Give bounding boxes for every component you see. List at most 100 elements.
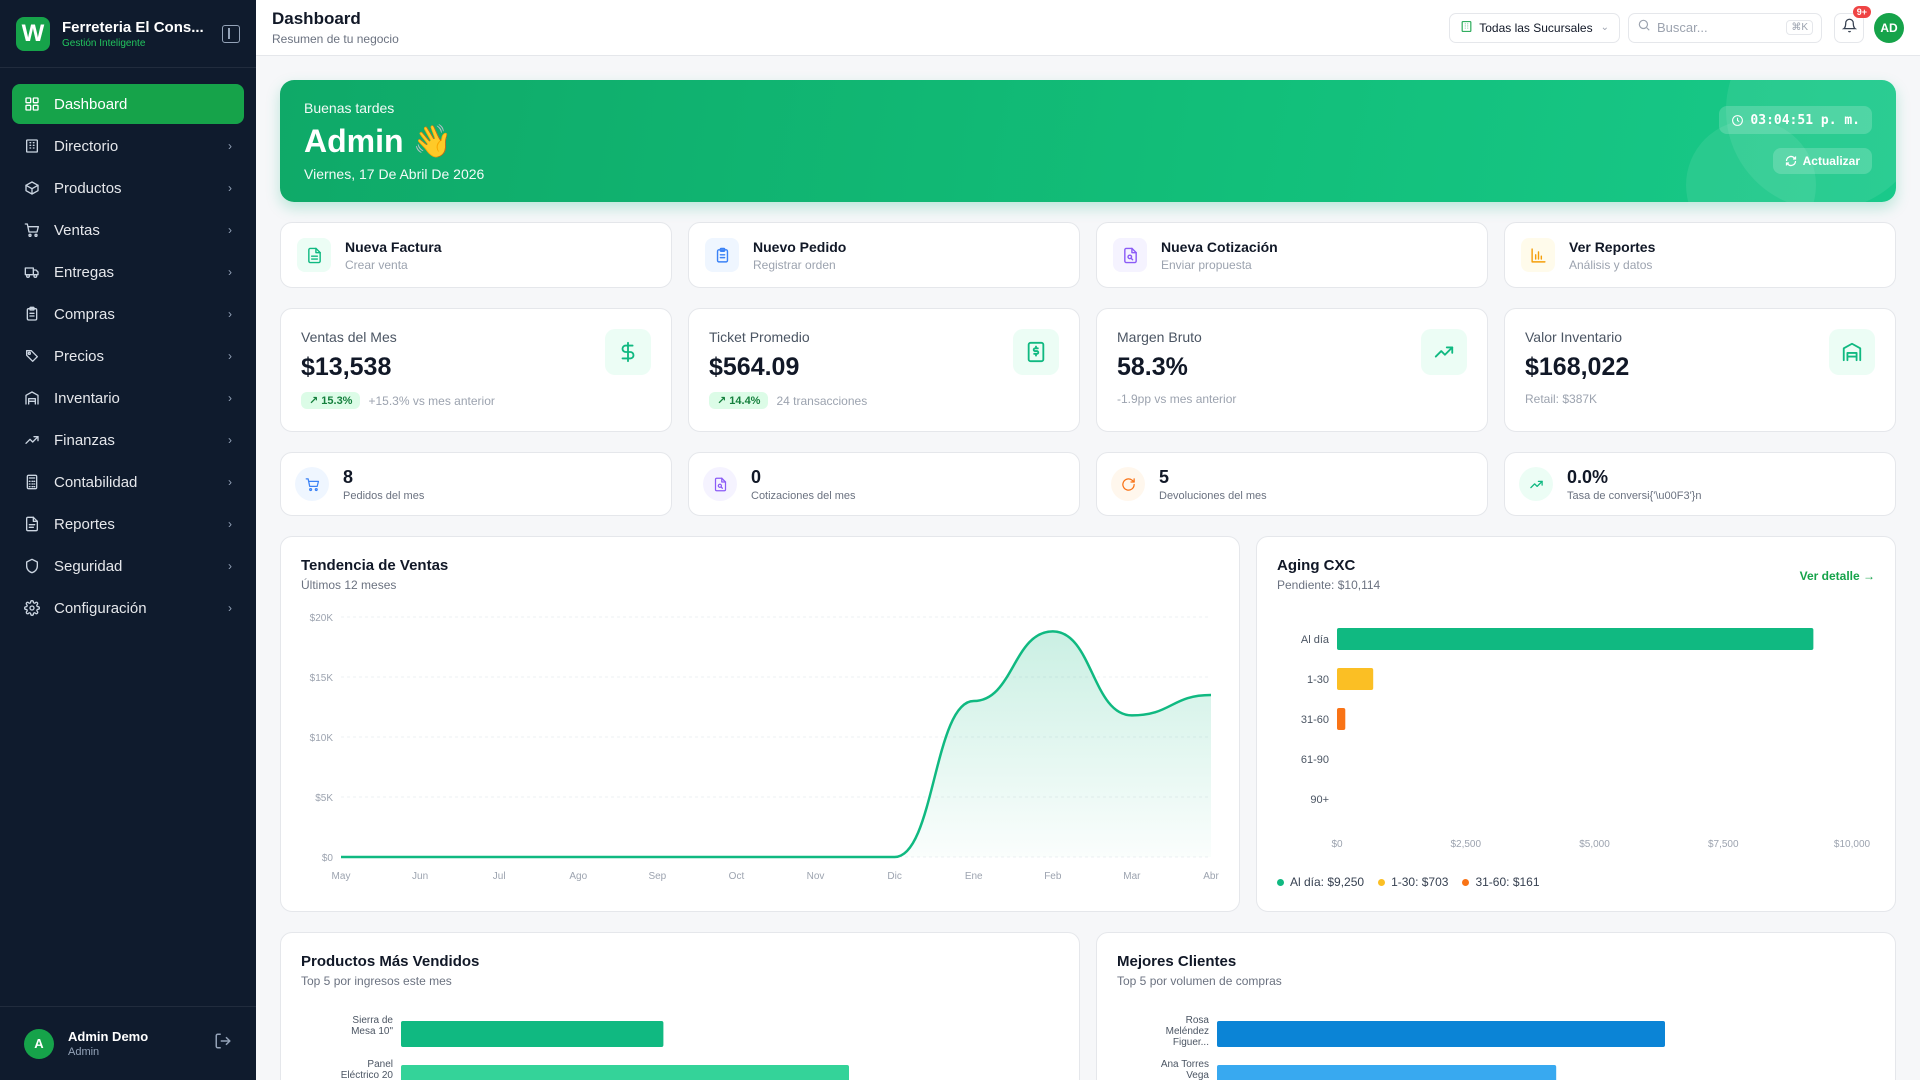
quick-action-button[interactable]: Ver Reportes Análisis y datos bbox=[1504, 222, 1896, 288]
user-role: Admin bbox=[68, 1046, 100, 1058]
welcome-banner: Buenas tardes Admin 👋 Viernes, 17 De Abr… bbox=[280, 80, 1896, 202]
cart-icon bbox=[295, 467, 329, 501]
panel-subtitle: Top 5 por volumen de compras bbox=[1117, 974, 1282, 988]
y-tick-label: $15K bbox=[310, 673, 334, 684]
y-tick-label: 1-30 bbox=[1307, 674, 1329, 686]
sidebar-item-ventas[interactable]: Ventas › bbox=[12, 210, 244, 250]
sidebar-item-precios[interactable]: Precios › bbox=[12, 336, 244, 376]
y-tick-label: $5K bbox=[315, 793, 333, 804]
quick-action-subtitle: Crear venta bbox=[345, 257, 408, 272]
sidebar-item-configuraci-n[interactable]: Configuración › bbox=[12, 588, 244, 628]
mini-stat-value: 8 bbox=[343, 466, 354, 487]
sidebar-item-inventario[interactable]: Inventario › bbox=[12, 378, 244, 418]
aging-bar[interactable] bbox=[1337, 708, 1346, 730]
sidebar-item-label: Configuración bbox=[54, 599, 147, 617]
sidebar-item-compras[interactable]: Compras › bbox=[12, 294, 244, 334]
brand-logo[interactable]: W bbox=[16, 16, 50, 51]
notifications-button[interactable]: 9+ bbox=[1834, 5, 1871, 43]
panel-subtitle: Top 5 por ingresos este mes bbox=[301, 974, 452, 988]
search-input[interactable] bbox=[1657, 20, 1787, 35]
quick-action-button[interactable]: Nuevo Pedido Registrar orden bbox=[688, 222, 1080, 288]
sidebar-item-label: Entregas bbox=[54, 263, 115, 281]
sidebar-nav: Dashboard Directorio › Productos › Ventas › Ent… bbox=[0, 68, 256, 646]
dollar-icon bbox=[605, 329, 651, 375]
chart-bar[interactable] bbox=[401, 1065, 849, 1080]
chevron-right-icon: › bbox=[228, 433, 232, 447]
sidebar-item-label: Compras bbox=[54, 305, 115, 323]
aging-chart: Al día 1-30 31-60 61-90 90+ $0 $2,500 $5,000 $7,… bbox=[1301, 628, 1871, 850]
sales-area bbox=[341, 631, 1211, 857]
aging-bar[interactable] bbox=[1337, 668, 1374, 690]
sidebar-item-contabilidad[interactable]: Contabilidad › bbox=[12, 462, 244, 502]
sidebar-item-label: Reportes bbox=[54, 515, 115, 533]
sidebar-item-entregas[interactable]: Entregas › bbox=[12, 252, 244, 292]
sidebar-item-seguridad[interactable]: Seguridad › bbox=[12, 546, 244, 586]
greeting-name: Admin 👋 bbox=[304, 123, 453, 159]
view-detail-link[interactable]: Ver detalle → bbox=[1799, 569, 1875, 583]
warehouse-icon bbox=[1829, 329, 1875, 375]
sales-trend-chart: $0 $5K $10K $15K $20K May Jun Jul Ago Sep Oct Nov Di… bbox=[310, 613, 1220, 882]
sidebar-item-directorio[interactable]: Directorio › bbox=[12, 126, 244, 166]
sidebar-item-finanzas[interactable]: Finanzas › bbox=[12, 420, 244, 460]
sidebar-collapse-icon[interactable] bbox=[222, 24, 240, 43]
kpi-footnote: +15.3% vs mes anterior bbox=[368, 393, 495, 408]
y-tick-label: Sierra de Mesa 10" bbox=[351, 1015, 393, 1037]
page-title: Dashboard bbox=[272, 9, 361, 28]
x-tick-label: May bbox=[332, 871, 351, 882]
refresh-button[interactable]: Actualizar bbox=[1772, 148, 1872, 174]
y-tick-label: Panel Eléctrico 20 bbox=[340, 1059, 393, 1080]
sidebar-item-reportes[interactable]: Reportes › bbox=[12, 504, 244, 544]
sidebar-item-label: Dashboard bbox=[54, 95, 128, 113]
box-icon bbox=[24, 180, 40, 196]
x-tick-label: Oct bbox=[729, 871, 745, 882]
chevron-right-icon: › bbox=[228, 601, 232, 615]
quick-action-button[interactable]: Nueva Cotización Enviar propuesta bbox=[1096, 222, 1488, 288]
sidebar-item-productos[interactable]: Productos › bbox=[12, 168, 244, 208]
sidebar-item-label: Inventario bbox=[54, 389, 120, 407]
x-tick-label: Ene bbox=[965, 871, 983, 882]
mini-stat-card: 0.0% Tasa de conversi{'\u00F3'}n bbox=[1504, 452, 1896, 516]
search-box[interactable]: ⌘K bbox=[1628, 12, 1822, 43]
kpi-label: Valor Inventario bbox=[1525, 329, 1623, 345]
trend-up-icon bbox=[1519, 467, 1553, 501]
user-name: Admin Demo bbox=[68, 1029, 149, 1044]
chart-bar[interactable] bbox=[1217, 1021, 1665, 1047]
chart-bar[interactable] bbox=[401, 1021, 664, 1047]
sidebar-item-label: Directorio bbox=[54, 137, 119, 155]
sidebar-item-dashboard[interactable]: Dashboard bbox=[12, 84, 244, 124]
avatar[interactable]: A bbox=[24, 1028, 54, 1059]
branch-selector[interactable]: Todas las Sucursales ⌄ bbox=[1449, 12, 1620, 43]
brand-name: Ferreteria El Cons... bbox=[62, 18, 204, 36]
grid-icon bbox=[24, 96, 40, 112]
chevron-right-icon: › bbox=[228, 181, 232, 195]
kpi-value: $168,022 bbox=[1525, 353, 1630, 381]
kpi-footnote: Retail: $387K bbox=[1525, 392, 1598, 406]
panel-title: Aging CXC bbox=[1277, 557, 1356, 574]
legend-dot bbox=[1378, 879, 1386, 887]
kpi-label: Margen Bruto bbox=[1117, 329, 1202, 345]
y-tick-label: $0 bbox=[322, 853, 334, 864]
logout-icon[interactable] bbox=[214, 1032, 232, 1055]
chevron-right-icon: › bbox=[228, 307, 232, 321]
y-tick-label: 61-90 bbox=[1301, 754, 1329, 766]
aging-bar[interactable] bbox=[1337, 628, 1814, 650]
quick-action-button[interactable]: Nueva Factura Crear venta bbox=[280, 222, 672, 288]
sidebar-item-label: Productos bbox=[54, 179, 122, 197]
top-clients-card: Mejores Clientes Top 5 por volumen de co… bbox=[1096, 932, 1896, 1080]
chevron-right-icon: › bbox=[228, 349, 232, 363]
sidebar-item-label: Ventas bbox=[54, 221, 100, 239]
kpi-label: Ventas del Mes bbox=[301, 329, 397, 345]
top-header: Dashboard Resumen de tu negocio Todas la… bbox=[256, 0, 1920, 56]
mini-stat-card: 0 Cotizaciones del mes bbox=[688, 452, 1080, 516]
x-tick-label: Ago bbox=[569, 871, 587, 882]
quote-icon bbox=[1113, 238, 1147, 272]
refresh-icon bbox=[1111, 467, 1145, 501]
y-tick-label: Rosa Meléndez Figuer... bbox=[1165, 1015, 1209, 1048]
x-tick-label: $10,000 bbox=[1834, 839, 1871, 850]
legend-item: 1-30: $703 bbox=[1378, 875, 1448, 889]
header-avatar[interactable]: AD bbox=[1874, 12, 1904, 43]
chart-bar[interactable] bbox=[1217, 1065, 1557, 1080]
trend-icon bbox=[24, 432, 40, 448]
sidebar-item-label: Contabilidad bbox=[54, 473, 138, 491]
charts-row: Tendencia de Ventas Últimos 12 meses $0 $… bbox=[280, 536, 1896, 912]
